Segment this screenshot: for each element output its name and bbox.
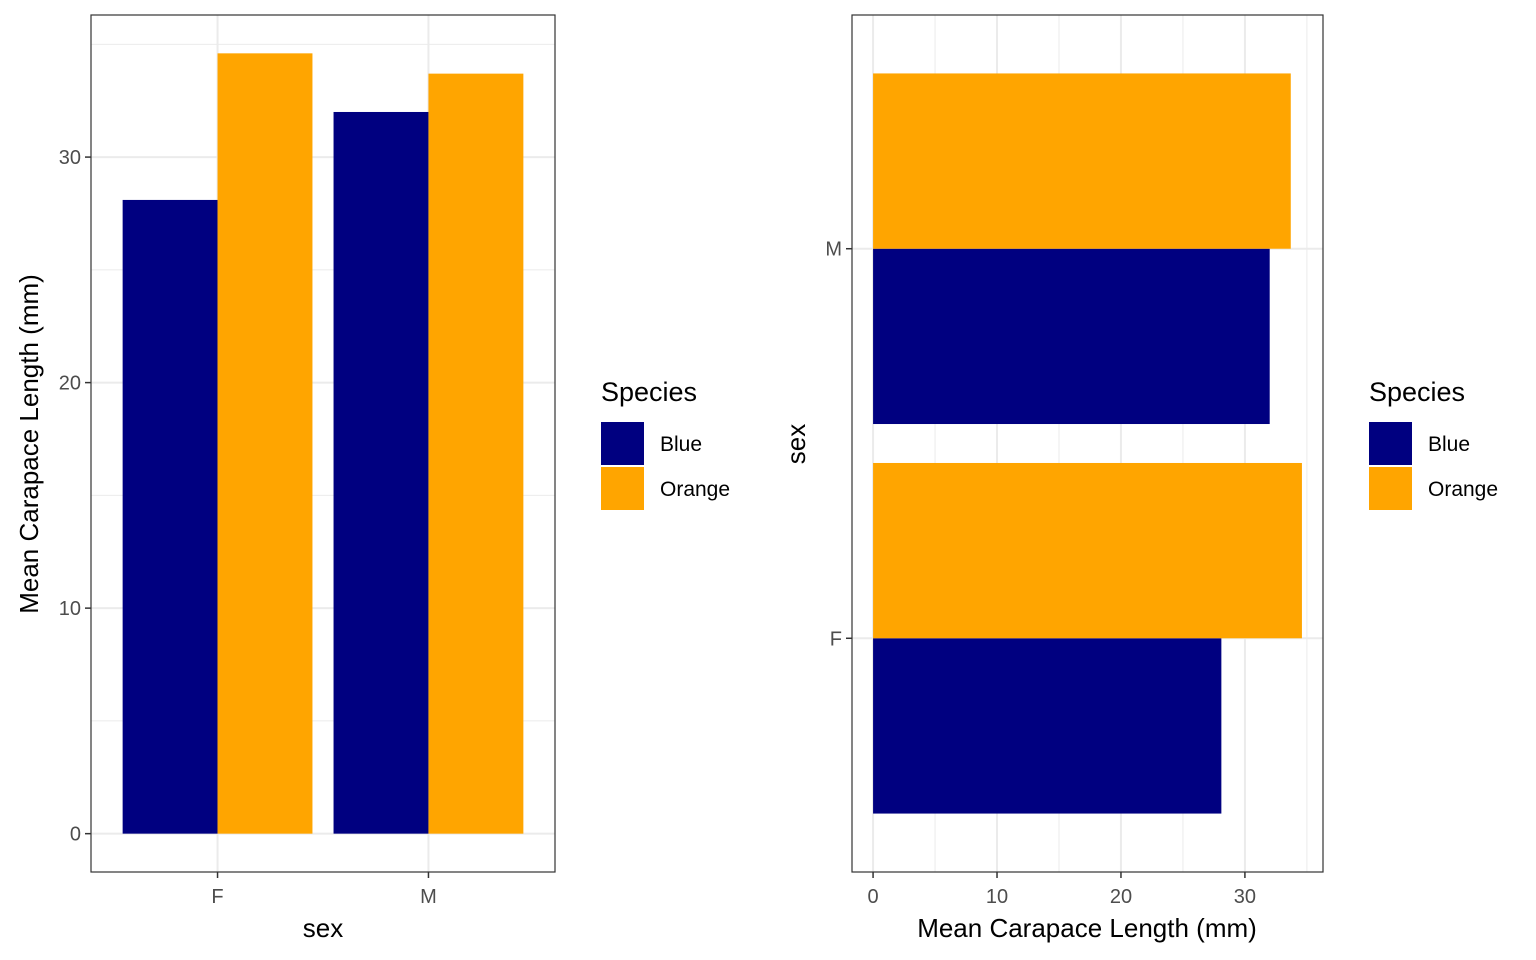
legend: Species Blue Orange (601, 377, 730, 510)
y-tick-label: 20 (59, 373, 81, 395)
bar-orange-f (217, 53, 313, 834)
legend-label-blue: Blue (1428, 433, 1470, 456)
bars (122, 53, 524, 834)
plot-border (851, 14, 1324, 873)
legend-key-orange (601, 467, 644, 510)
plot-border (90, 14, 556, 873)
legend-title: Species (1369, 377, 1465, 407)
y-tick-label: 10 (59, 598, 81, 620)
x-tick-label: M (420, 886, 437, 908)
y-tick-label: F (830, 628, 842, 650)
x-tick-label: 10 (986, 886, 1008, 908)
legend-label-orange: Orange (660, 478, 730, 501)
x-tick-label: 0 (868, 886, 879, 908)
x-tick-label: 20 (1110, 886, 1132, 908)
bars (873, 73, 1302, 814)
bar-blue-f (122, 199, 218, 834)
bar-blue-m (873, 248, 1270, 425)
legend-title: Species (601, 377, 697, 407)
x-tick-label: 30 (1234, 886, 1256, 908)
legend-key-orange (1369, 467, 1412, 510)
ticks: 0 10 20 30 F M (825, 239, 1256, 908)
legend-key-blue (1369, 422, 1412, 465)
x-tick-label: F (211, 886, 223, 908)
bar-blue-f (873, 638, 1222, 814)
x-axis-title: Mean Carapace Length (mm) (917, 913, 1257, 943)
y-axis-title: Mean Carapace Length (mm) (14, 274, 44, 614)
bar-orange-m (873, 73, 1291, 249)
legend-label-blue: Blue (660, 433, 702, 456)
y-axis-title: sex (781, 424, 811, 464)
ticks: 0 10 20 30 F M (59, 147, 437, 908)
legend: Species Blue Orange (1369, 377, 1498, 510)
bar-blue-m (333, 111, 429, 834)
y-tick-label: 30 (59, 147, 81, 169)
y-tick-label: M (825, 239, 842, 261)
bar-orange-f (873, 462, 1302, 639)
legend-key-blue (601, 422, 644, 465)
bar-orange-m (428, 73, 524, 834)
x-axis-title: sex (303, 913, 343, 943)
legend-label-orange: Orange (1428, 478, 1498, 501)
y-tick-label: 0 (70, 824, 81, 846)
